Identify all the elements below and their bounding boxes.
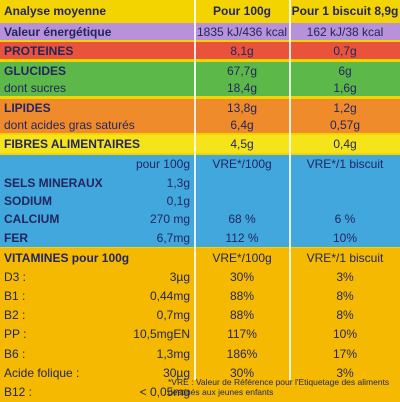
label-cell: CALCIUM — [4, 212, 60, 227]
label-cell: 1,2g — [333, 100, 357, 115]
label-cell: B6 : — [4, 346, 26, 361]
section-band — [0, 155, 400, 247]
label-cell: 0,44mg — [149, 289, 190, 303]
label-cell: PP : — [4, 327, 27, 342]
label-cell: 6 % — [334, 212, 356, 227]
label-cell: Acide folique : — [4, 365, 80, 380]
label-cell: 8% — [336, 308, 354, 323]
label-cell: 18,4g — [226, 80, 258, 95]
label-cell: Pour 1 biscuit 8,9g — [291, 3, 399, 18]
label-cell: 30% — [229, 269, 255, 284]
column-divider — [194, 0, 196, 380]
label-cell: 8% — [336, 289, 354, 303]
column-divider — [289, 0, 291, 380]
label-cell: 6,7mg — [156, 230, 190, 245]
label-cell: 88% — [229, 289, 255, 303]
section-band — [0, 42, 400, 59]
label-cell: dont sucres — [4, 80, 67, 95]
label-cell: Valeur énergétique — [4, 24, 112, 39]
label-cell: 3% — [336, 365, 354, 380]
label-cell: SELS MINERAUX — [4, 175, 103, 190]
label-cell: 4,5g — [230, 137, 254, 151]
label-cell: B2 : — [4, 308, 26, 323]
label-cell: Analyse moyenne — [4, 3, 107, 18]
label-cell: D3 : — [4, 269, 27, 284]
label-cell: VRE*/1 biscuit — [306, 250, 384, 265]
label-cell: 162 kJ/38 kcal — [306, 24, 384, 39]
footnote: *VRE : Valeur de Référence pour l'Etique… — [168, 377, 390, 397]
label-cell: PROTEINES — [4, 43, 74, 58]
label-cell: B1 : — [4, 289, 26, 303]
label-cell: VRE*/1 biscuit — [306, 157, 384, 172]
label-cell: 17% — [332, 346, 358, 361]
label-cell: 0,7g — [333, 43, 357, 58]
label-cell: 10,5mgEN — [133, 327, 190, 342]
label-cell: 186% — [226, 346, 258, 361]
label-cell: FER — [4, 230, 28, 245]
label-cell: 3% — [336, 269, 354, 284]
label-cell: 117% — [227, 327, 257, 342]
label-cell: VRE*/100g — [212, 157, 272, 172]
label-cell: dont acides gras saturés — [4, 117, 135, 132]
label-cell: pour 100g — [135, 157, 190, 172]
label-cell: 68 % — [228, 212, 256, 227]
label-cell: 1,6g — [333, 80, 357, 95]
label-cell: FIBRES ALIMENTAIRES — [4, 137, 141, 151]
section-band — [0, 62, 400, 96]
label-cell: 0,4g — [333, 137, 357, 151]
label-cell: 6,4g — [230, 117, 254, 132]
label-cell: 10% — [332, 327, 358, 342]
section-band — [0, 248, 400, 402]
label-cell: 3µg — [169, 269, 190, 284]
label-cell: 8,1g — [230, 43, 254, 58]
label-cell: VRE*/100g — [212, 250, 272, 265]
section-band — [0, 23, 400, 40]
label-cell: < 0,05mg — [139, 385, 190, 399]
label-cell: B12 : — [4, 385, 33, 399]
label-cell: VITAMINES pour 100g — [4, 250, 130, 265]
label-cell: 1,3mg — [156, 346, 190, 361]
label-cell: GLUCIDES — [4, 63, 67, 78]
label-cell: 10% — [332, 230, 358, 245]
label-cell: 30µg — [163, 365, 190, 380]
label-cell: Pour 100g — [212, 3, 272, 18]
label-cell: 67,7g — [226, 63, 258, 78]
label-cell: 270 mg — [149, 212, 190, 227]
label-cell: LIPIDES — [4, 100, 51, 115]
label-cell: 88% — [229, 308, 255, 323]
label-cell: 0,7mg — [156, 308, 190, 323]
section-band — [0, 99, 400, 133]
label-cell: 13,8g — [226, 100, 258, 115]
section-band — [0, 135, 400, 153]
label-cell: 1,3g — [166, 175, 190, 190]
label-cell: 0,57g — [329, 117, 361, 132]
label-cell: 0,1g — [166, 194, 190, 208]
label-cell: 6g — [338, 63, 352, 78]
label-cell: SODIUM — [4, 194, 52, 208]
label-cell: 1835 kJ/436 kcal — [196, 24, 288, 39]
label-cell: 30% — [229, 365, 255, 380]
label-cell: 112 % — [225, 230, 259, 245]
